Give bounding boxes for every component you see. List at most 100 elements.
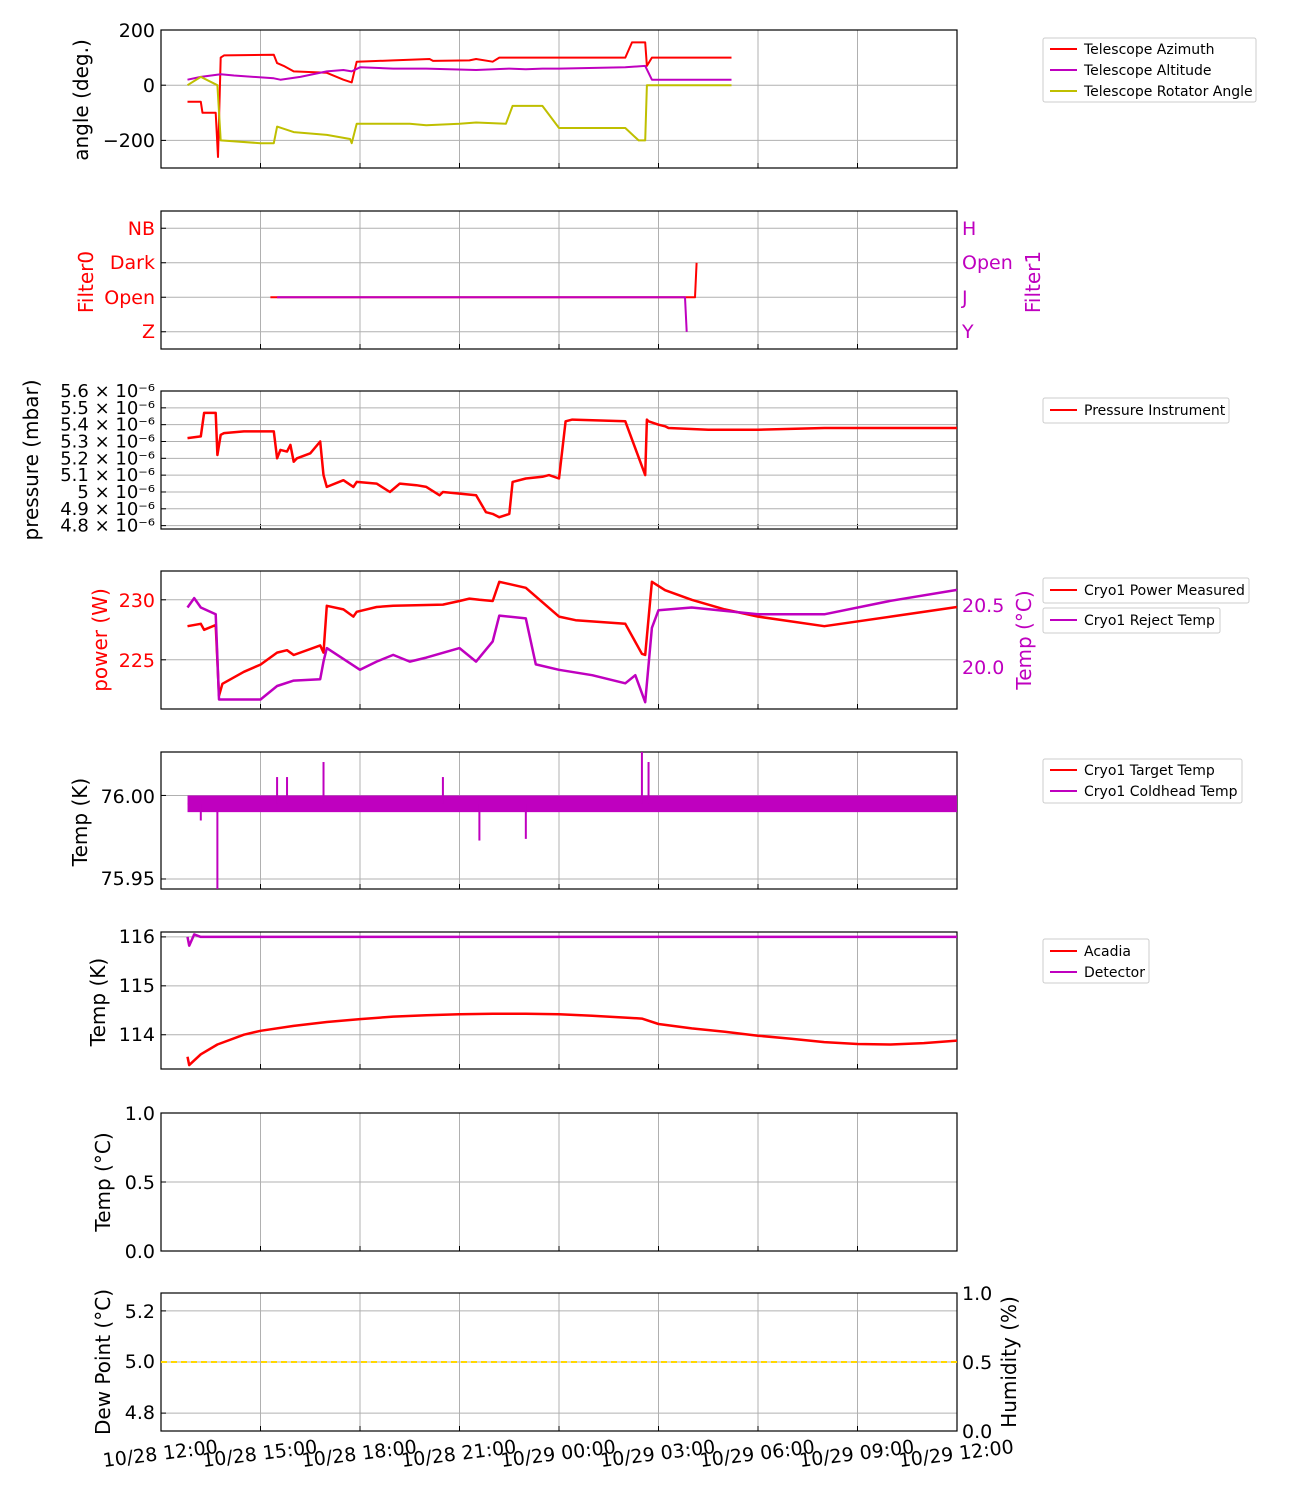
ytick-label: 5.4 × 10⁻⁶ [60,415,155,436]
legend-label: Cryo1 Target Temp [1084,763,1215,779]
legend-acadia-detector: Acadia Detector [1042,938,1150,984]
axes-frame-pressure [160,390,958,530]
series-line-telescope-altitude [187,64,732,81]
axes-frame-acadia-detector [160,931,958,1070]
ytick-label: 5.3 × 10⁻⁶ [60,432,155,453]
panel-pressure: 5.6 × 10⁻⁶5.5 × 10⁻⁶5.4 × 10⁻⁶5.3 × 10⁻⁶… [19,379,1230,541]
series-layer-filters [270,262,698,332]
ytick-label-filter0: NB [128,218,155,240]
legend-label: Telescope Altitude [1083,63,1212,79]
ytick-label: 75.95 [101,868,155,890]
series-layer-acadia-detector [186,933,958,1067]
y-axis-label-right: Temp (°C) [1012,590,1036,690]
axes-frame-outside-temp [160,1112,958,1252]
y-axis-label: angle (deg.) [69,39,93,161]
ytick-label: 76.00 [101,786,155,808]
ytick-label: 114 [119,1024,155,1046]
series-line-pressure-instrument [187,411,957,519]
ytick-label-filter1: Y [961,321,974,343]
legend-pressure: Pressure Instrument [1042,397,1230,424]
legend-frame [1042,607,1221,634]
ytick-label-humidity: 1.0 [962,1283,992,1305]
ytick-label: 115 [119,975,155,997]
ytick-label: 116 [119,926,155,948]
series-line-detector [186,933,957,947]
grid-cryo-power [160,571,958,709]
legend-frame [1042,37,1257,103]
series-layer-cryo-power [186,580,958,704]
panel-filters: NB Dark Open Z H Open J Y Filter0 Filter… [74,210,1045,350]
ytick-label: 0.0 [125,1241,155,1263]
legend-cryo-power: Cryo1 Power Measured Cryo1 Reject Temp [1042,577,1250,634]
panel-cryo-power: 230 225 20.5 20.0 power (W) Temp (°C) Cr… [88,570,1250,710]
panel-outside-temp: 1.0 0.5 0.0 Temp (°C) [91,1103,958,1263]
axes-frame-cryo-power [160,570,958,710]
legend-angles: Telescope Azimuth Telescope Altitude Tel… [1042,37,1257,103]
series-line-acadia [186,1012,958,1067]
grid-cryo-temps [160,752,958,889]
legend-label: Cryo1 Power Measured [1084,583,1245,599]
series-line-cryo1-reject-temp [186,588,958,704]
ytick-label-filter1: J [961,287,968,309]
legend-frame [1042,758,1243,804]
ytick-label: 4.8 × 10⁻⁶ [60,516,155,537]
y-axis-label-left: power (W) [88,588,112,692]
ytick-label-dewpoint: 5.2 [125,1301,155,1323]
panel-cryo-temps: 76.00 75.95 Temp (K) Cryo1 Target Temp C… [68,751,1243,890]
pressure-ytick-labels: 5.6 × 10⁻⁶5.5 × 10⁻⁶5.4 × 10⁻⁶5.3 × 10⁻⁶… [60,381,155,537]
ytick-label: 1.0 [125,1103,155,1125]
grid-acadia-detector [160,932,958,1069]
ytick-label-filter1: H [962,218,976,240]
y-axis-label-right: Filter1 [1021,251,1045,313]
grid-pressure [160,390,958,529]
panel-acadia-detector: 116 115 114 Temp (K) Acadia Detector [86,926,1150,1070]
ytick-label-humidity: 0.5 [962,1352,992,1374]
y-axis-label: Temp (K) [68,778,92,867]
axes-frame-filters [160,210,958,350]
ytick-label: 5.5 × 10⁻⁶ [60,398,155,419]
y-axis-label-left: Filter0 [74,251,98,313]
ytick-label: 0 [143,75,155,97]
axes-frame-angles [160,29,958,169]
series-layer-pressure [187,411,957,519]
y-axis-label: Temp (K) [86,958,110,1047]
series-layer-cryo-temps [187,752,958,889]
grid-dewpoint-humidity [160,1293,958,1431]
series-line-filter0 [270,262,698,299]
series-line-filter1 [277,296,688,332]
ytick-label-power: 225 [119,650,155,672]
ytick-label: 4.9 × 10⁻⁶ [60,499,155,520]
legend-label: Telescope Azimuth [1083,42,1214,58]
x-tick-label: 10/29 12:00 [898,1436,1015,1472]
series-band-cryo1-coldhead-temp [187,795,958,813]
ytick-label-humidity: 0.0 [962,1421,992,1443]
ytick-label: 5.1 × 10⁻⁶ [60,465,155,486]
ytick-label: 5 × 10⁻⁶ [77,482,155,503]
legend-label: Detector [1084,965,1145,981]
series-line-telescope-azimuth [187,41,732,158]
grid-filters [160,211,958,349]
ytick-label-power: 230 [119,590,155,612]
y-axis-label: Temp (°C) [91,1132,115,1232]
legend-cryo-temps: Cryo1 Target Temp Cryo1 Coldhead Temp [1042,758,1243,804]
panel-angles: 200 0 −200 angle (deg.) Telescope Azimut… [69,20,1257,169]
ytick-label-temp: 20.5 [962,595,1004,617]
grid-outside-temp [160,1112,958,1252]
ytick-label: −200 [103,130,155,152]
series-line-cryo1-power-measured [187,580,958,698]
legend-label: Cryo1 Reject Temp [1084,613,1215,629]
legend-label: Acadia [1084,944,1131,960]
ytick-label-filter1: Open [962,252,1013,274]
ytick-label-dewpoint: 4.8 [125,1402,155,1424]
ytick-label-filter0: Z [142,321,155,343]
legend-frame [1042,577,1250,604]
ytick-label: 0.5 [125,1172,155,1194]
ytick-label: 5.2 × 10⁻⁶ [60,448,155,469]
legend-label: Telescope Rotator Angle [1083,84,1253,100]
ytick-label-filter0: Open [104,287,155,309]
legend-frame [1042,397,1230,424]
y-axis-label-right: Humidity (%) [997,1296,1021,1428]
panel-dewpoint-humidity: 5.2 5.0 4.8 1.0 0.5 0.0 Dew Point (°C) H… [91,1283,1021,1443]
ytick-label-dewpoint: 5.0 [125,1351,155,1373]
